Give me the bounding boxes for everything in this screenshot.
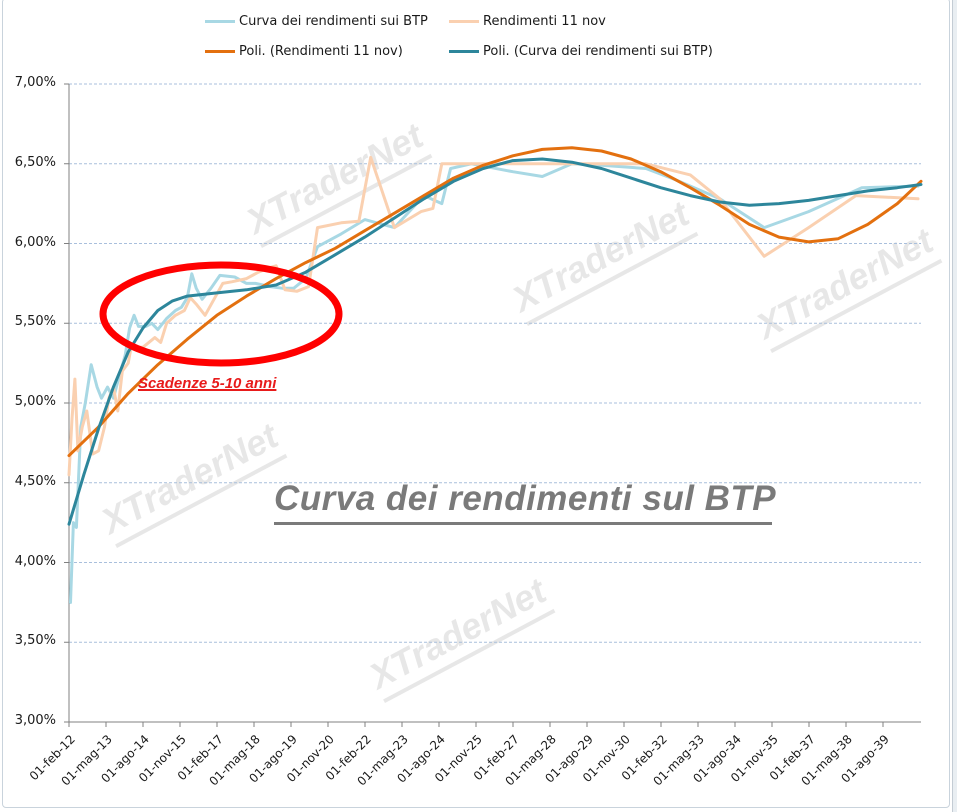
legend-item-poli-rendimenti[interactable]: Poli. (Rendimenti 11 nov) (205, 44, 403, 59)
y-tick-label: 7,00% (14, 75, 56, 90)
legend-swatch-light-blue (205, 20, 235, 23)
legend-label: Rendimenti 11 nov (483, 14, 606, 29)
legend-item-curva[interactable]: Curva dei rendimenti sui BTP (205, 14, 428, 29)
y-tick-label: 3,50% (14, 633, 56, 649)
chart-legend: Curva dei rendimenti sui BTP Rendimenti … (205, 8, 805, 68)
chart-overlay-title: Curva dei rendimenti sul BTP (274, 479, 777, 518)
y-tick-label: 4,50% (14, 473, 56, 489)
chart-overlay-title-underline (274, 522, 772, 525)
legend-item-poli-curva[interactable]: Poli. (Curva dei rendimenti sui BTP) (449, 44, 713, 59)
sheet-edge (952, 0, 957, 812)
legend-swatch-teal (449, 50, 479, 53)
y-tick-label: 5,50% (14, 314, 56, 330)
series-line-1 (67, 155, 920, 477)
y-tick-label: 3,00% (14, 713, 56, 728)
legend-swatch-peach (449, 20, 479, 23)
y-tick-label: 4,00% (14, 553, 56, 569)
highlight-ellipse (99, 261, 343, 367)
legend-label: Poli. (Rendimenti 11 nov) (239, 44, 403, 59)
ellipse-annotation-label: Scadenze 5-10 anni (138, 375, 277, 392)
legend-item-rendimenti[interactable]: Rendimenti 11 nov (449, 14, 606, 29)
trendline-2 (67, 146, 923, 458)
y-tick-label: 5,00% (14, 394, 56, 409)
y-tick-label: 6,50% (14, 154, 56, 170)
legend-swatch-orange (205, 50, 235, 53)
y-tick-label: 6,00% (14, 234, 56, 250)
trendline-3 (67, 157, 923, 526)
legend-label: Curva dei rendimenti sui BTP (239, 14, 428, 29)
legend-label: Poli. (Curva dei rendimenti sui BTP) (483, 44, 713, 59)
